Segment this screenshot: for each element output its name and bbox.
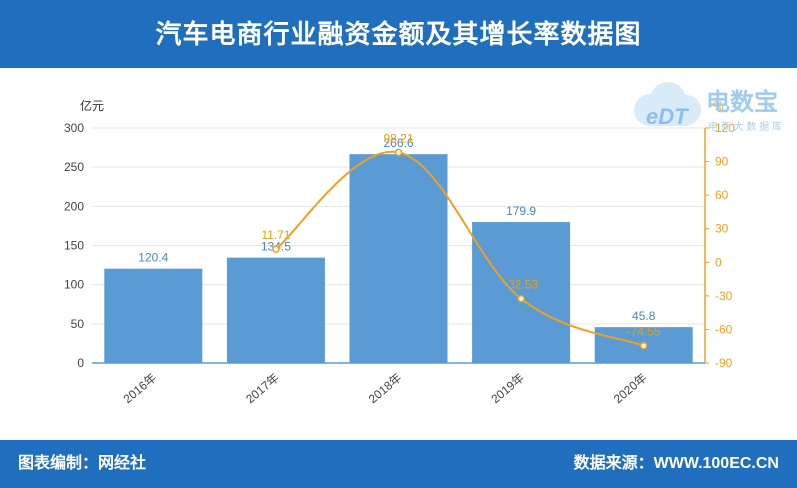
bar-value-label: 120.4: [138, 251, 168, 265]
left-tick-label: 250: [64, 160, 84, 174]
growth-rate-label: -32.53: [504, 278, 538, 292]
footer-credit: 图表编制：网经社: [18, 455, 147, 472]
left-tick-label: 100: [64, 278, 84, 292]
bar: [349, 154, 448, 363]
logo-subtitle: 电 商 大 数 据 库: [708, 120, 782, 133]
growth-rate-point: [272, 245, 280, 253]
category-label: 2020年: [611, 371, 650, 407]
right-tick-label: -60: [715, 322, 733, 336]
growth-rate-point: [517, 294, 525, 303]
category-label: 2017年: [243, 371, 282, 407]
chart-area: 0 50 100 150 200 250 300 -90 -60 -30 0 30 60 90 120 亿元%…: [0, 68, 797, 440]
growth-rate-label: -74.55: [627, 325, 661, 339]
left-axis-unit: 亿元: [80, 98, 104, 113]
bar-value-label: 45.8: [632, 309, 656, 323]
logo-name: 电数宝: [706, 88, 778, 116]
right-tick-label: 60: [715, 188, 729, 202]
bar-value-label: 266.6: [383, 136, 413, 150]
right-tick-label: 90: [715, 155, 729, 169]
category-label: 2019年: [488, 371, 527, 407]
category-label: 2016年: [121, 371, 160, 407]
growth-rate-label: 11.71: [261, 228, 290, 242]
footer-banner: 图表编制：网经社 数据来源：WWW.100EC.CN: [0, 440, 797, 488]
left-tick-label: 150: [64, 239, 84, 253]
bar: [104, 268, 203, 363]
page-title: 汽车电商行业融资金额及其增长率数据图: [155, 19, 642, 49]
bar: [226, 257, 325, 363]
growth-rate-point: [639, 341, 648, 350]
right-tick-label: 0: [715, 255, 722, 269]
right-tick-label: -90: [715, 356, 733, 370]
right-tick-label: -30: [715, 289, 733, 303]
logo: eDT 电数宝 电 商 大 数 据 库: [634, 82, 782, 133]
bar-value-label: 179.9: [506, 204, 536, 218]
chart-svg: 0 50 100 150 200 250 300 -90 -60 -30 0 30 60 90 120 亿元%…: [64, 98, 735, 407]
header-banner: 汽车电商行业融资金额及其增长率数据图: [0, 0, 797, 68]
footer-source: 数据来源：WWW.100EC.CN: [573, 455, 779, 472]
left-tick-label: 0: [77, 356, 84, 370]
growth-rate-point: [394, 148, 403, 157]
right-tick-label: 120: [715, 121, 735, 135]
logo-mark: eDT: [646, 104, 689, 129]
cloud-icon: [634, 82, 701, 126]
right-tick-label: 30: [715, 222, 729, 236]
left-tick-label: 200: [64, 199, 84, 213]
right-axis-unit: %: [713, 99, 724, 113]
bar: [472, 222, 571, 363]
left-tick-label: 300: [64, 121, 84, 135]
growth-rate-label: 98.21: [383, 131, 413, 145]
left-tick-label: 50: [71, 317, 85, 331]
growth-rate-line: [275, 150, 645, 347]
category-label: 2018年: [366, 371, 405, 407]
